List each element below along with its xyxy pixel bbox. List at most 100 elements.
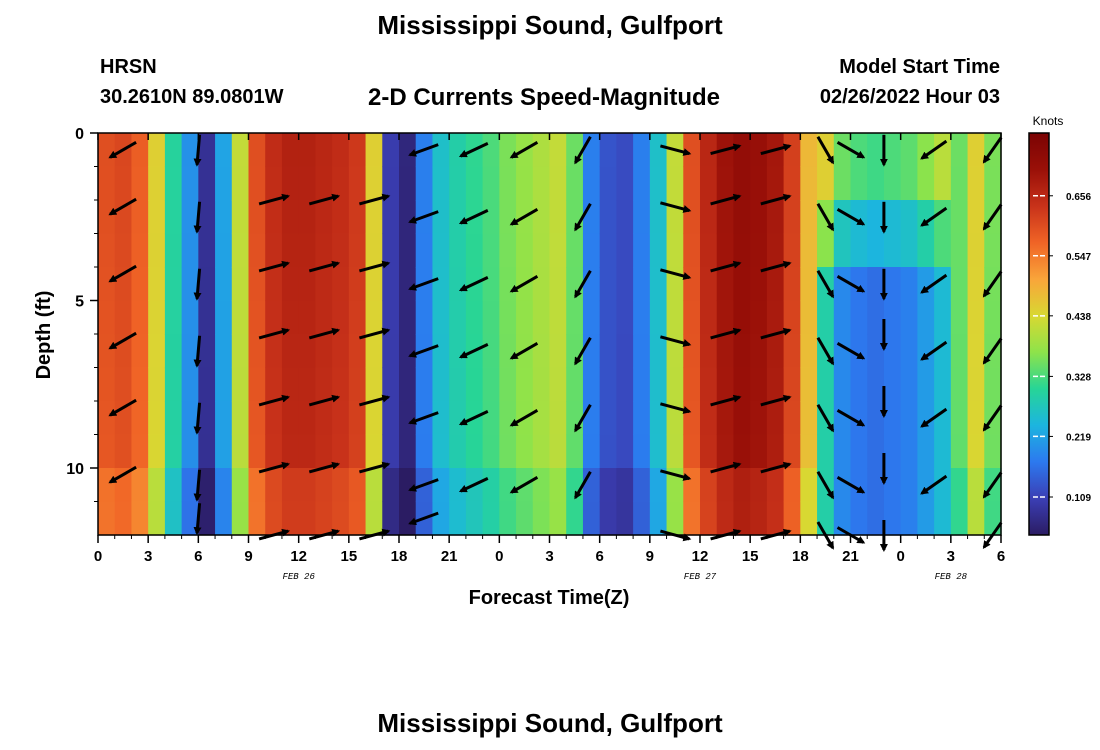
- heatmap-cell: [616, 166, 634, 201]
- heatmap-cell: [750, 501, 768, 536]
- heatmap-cell: [365, 133, 383, 168]
- current-arrow: [836, 208, 866, 226]
- heatmap-cell: [900, 200, 918, 235]
- heatmap-cell: [599, 300, 617, 335]
- current-arrow: [836, 141, 866, 159]
- heatmap-cell: [817, 434, 835, 469]
- heatmap-cell: [499, 267, 517, 302]
- heatmap-cell: [449, 200, 467, 235]
- heatmap-cell: [950, 367, 969, 402]
- heatmap-cell: [683, 334, 701, 369]
- heatmap-cell: [582, 233, 601, 268]
- heatmap-cell: [181, 367, 199, 402]
- heatmap-cell: [432, 334, 450, 369]
- heatmap-cell: [633, 334, 651, 369]
- heatmap-cell: [683, 133, 701, 168]
- current-arrow: [193, 134, 202, 167]
- current-arrow: [816, 136, 835, 165]
- heatmap-cell: [766, 334, 785, 369]
- heatmap-cell: [399, 401, 417, 436]
- heatmap-cell: [599, 434, 617, 469]
- heatmap-cell: [900, 233, 918, 268]
- heatmap-cell: [215, 233, 233, 268]
- heatmap-cell: [265, 334, 283, 369]
- heatmap-cell: [616, 200, 634, 235]
- heatmap-cell: [348, 267, 367, 302]
- heatmap-cell: [415, 367, 434, 402]
- heatmap-cell: [198, 267, 216, 302]
- heatmap-cell: [833, 434, 852, 469]
- heatmap-cell: [465, 300, 484, 335]
- heatmap-cell: [465, 501, 484, 536]
- current-arrow: [308, 327, 341, 340]
- heatmap-cell: [499, 200, 517, 235]
- heatmap-cell: [432, 166, 450, 201]
- heatmap-cell: [432, 501, 450, 536]
- model-start-label: Model Start Time: [839, 56, 1000, 78]
- heatmap-cell: [850, 300, 868, 335]
- model-start-value: 02/26/2022 Hour 03: [819, 86, 1000, 108]
- current-arrow: [308, 193, 341, 206]
- heatmap-cell: [298, 267, 316, 302]
- heatmap-cell: [934, 401, 952, 436]
- heatmap-cell: [984, 300, 1002, 335]
- heatmap-cell: [98, 267, 116, 302]
- heatmap-cell: [382, 166, 400, 201]
- heatmap-cell: [783, 367, 801, 402]
- x-tick-label: 21: [441, 548, 458, 565]
- heatmap-cell: [582, 166, 601, 201]
- heatmap-cell: [716, 300, 735, 335]
- heatmap-cell: [800, 367, 818, 402]
- heatmap-cell: [382, 233, 400, 268]
- heatmap-cell: [766, 401, 785, 436]
- heatmap-cell: [532, 468, 551, 503]
- heatmap-cell: [148, 367, 166, 402]
- heatmap-cell: [649, 334, 668, 369]
- heatmap-cell: [499, 367, 517, 402]
- heatmap-cell: [783, 200, 801, 235]
- heatmap-cell: [716, 233, 735, 268]
- heatmap-cell: [934, 468, 952, 503]
- heatmap-cell: [683, 468, 701, 503]
- heatmap-cell: [633, 300, 651, 335]
- current-arrow: [660, 144, 692, 156]
- heatmap-cell: [883, 501, 902, 536]
- heatmap-cell: [867, 200, 885, 235]
- heatmap-cell: [365, 434, 383, 469]
- heatmap-cell: [582, 133, 601, 168]
- heatmap-cell: [248, 267, 266, 302]
- heatmap-cell: [114, 233, 133, 268]
- current-arrow: [982, 404, 1003, 432]
- heatmap-cell: [399, 367, 417, 402]
- current-arrow: [359, 461, 391, 474]
- current-arrow: [408, 478, 439, 492]
- heatmap-cell: [98, 133, 116, 168]
- heatmap-cell: [298, 233, 316, 268]
- heatmap-cell: [934, 501, 952, 536]
- heatmap-cell: [934, 267, 952, 302]
- heatmap-cell: [298, 166, 316, 201]
- heatmap-cell: [967, 434, 985, 469]
- heatmap-cell: [883, 267, 902, 302]
- heatmap-cell: [633, 501, 651, 536]
- heatmap-cell: [683, 367, 701, 402]
- x-axis: 0 3 6 9 12 15 18 21 0 3 6 9 12 15 18 21 0 3 6 FEB 26 FEB 27 F…: [94, 133, 1005, 582]
- heatmap-cell: [649, 133, 668, 168]
- current-arrow: [574, 203, 592, 232]
- chart-subtitle: 2-D Currents Speed-Magnitude: [368, 84, 721, 111]
- heatmap-cell: [281, 434, 300, 469]
- heatmap-cell: [215, 200, 233, 235]
- current-arrow: [308, 394, 341, 407]
- current-arrow: [258, 193, 291, 206]
- heatmap-cell: [867, 300, 885, 335]
- heatmap-cell: [281, 468, 300, 503]
- heatmap-cell: [365, 233, 383, 268]
- heatmap-cell: [867, 166, 885, 201]
- heatmap-cell: [114, 300, 133, 335]
- heatmap-cell: [633, 401, 651, 436]
- heatmap-cell: [817, 233, 835, 268]
- heatmap-cell: [683, 200, 701, 235]
- x-tick-label: 0: [94, 548, 102, 565]
- heatmap-cell: [315, 300, 333, 335]
- heatmap-cell: [649, 367, 668, 402]
